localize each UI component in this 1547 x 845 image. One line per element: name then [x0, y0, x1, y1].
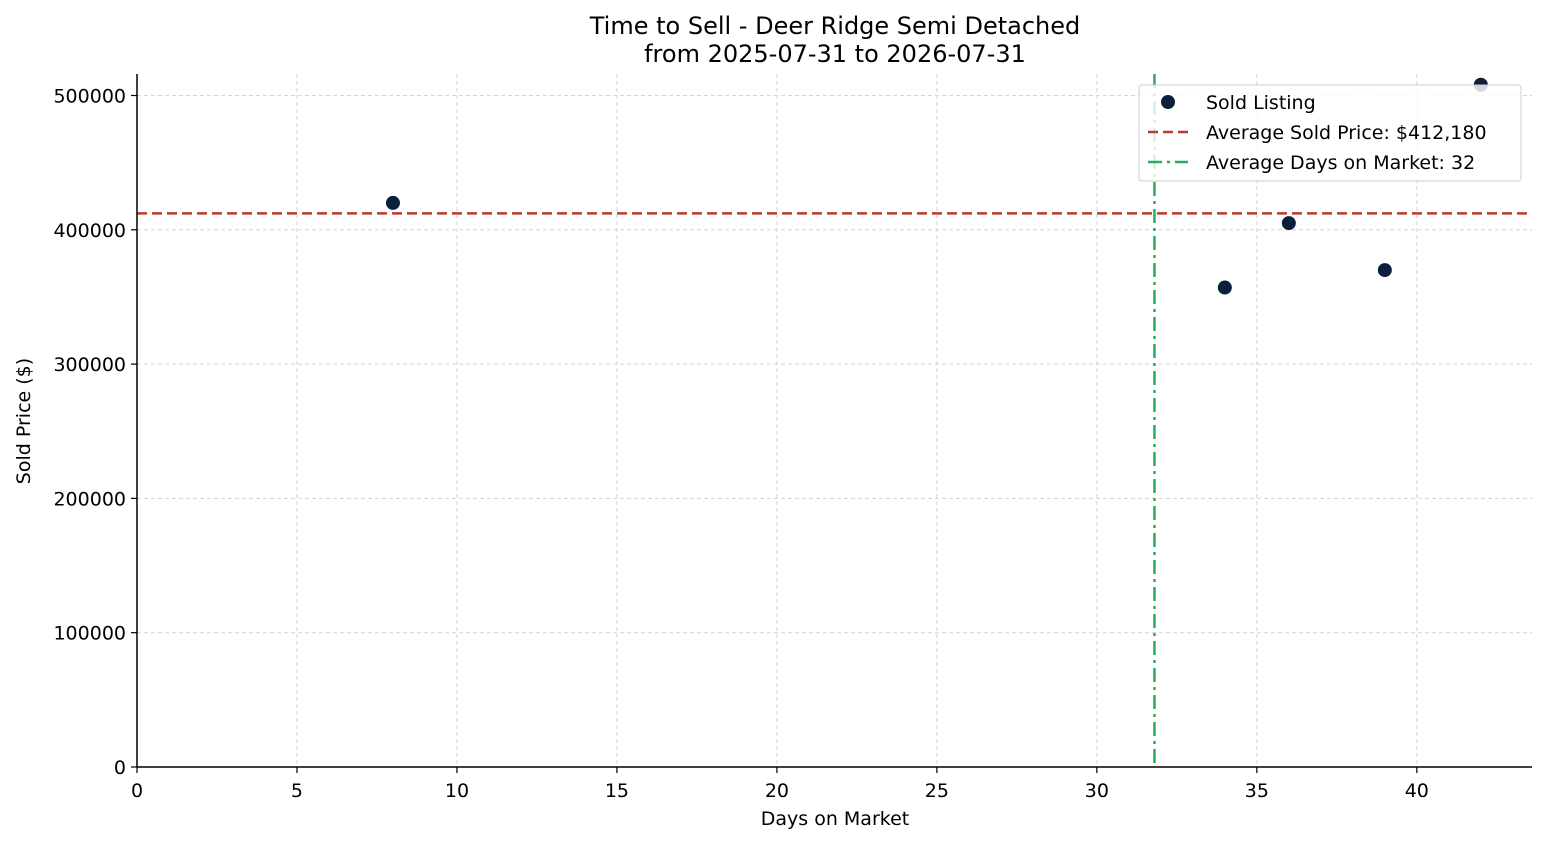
y-tick-label: 400000 — [53, 220, 126, 242]
axes — [136, 74, 1532, 768]
legend-marker-sold-listing — [1161, 95, 1175, 109]
data-point — [1377, 263, 1392, 278]
chart-title: Time to Sell - Deer Ridge Semi Detached — [589, 12, 1081, 40]
x-tick-label: 5 — [291, 780, 303, 802]
y-tick-label: 300000 — [53, 354, 126, 376]
data-point — [1217, 280, 1232, 295]
ticks: 0 5 10 15 20 25 30 35 40 0 100000 200000 300000 40000… — [53, 85, 1428, 802]
x-tick-label: 30 — [1085, 780, 1109, 802]
y-axis-label: Sold Price ($) — [13, 358, 35, 484]
x-tick-label: 20 — [765, 780, 789, 802]
x-tick-label: 35 — [1245, 780, 1269, 802]
legend-box — [1138, 84, 1522, 182]
legend-label: Sold Listing — [1206, 92, 1316, 114]
x-tick-label: 10 — [445, 780, 469, 802]
legend-label: Average Days on Market: 32 — [1206, 152, 1475, 174]
chart-subtitle: from 2025-07-31 to 2026-07-31 — [644, 40, 1026, 68]
data-point — [1281, 216, 1296, 231]
legend: Sold Listing Average Sold Price: $412,180… — [1138, 84, 1522, 182]
x-tick-label: 25 — [925, 780, 949, 802]
data-point — [385, 195, 400, 210]
y-tick-label: 100000 — [53, 623, 126, 645]
y-tick-label: 0 — [114, 757, 126, 779]
x-tick-label: 0 — [131, 780, 143, 802]
y-tick-label: 500000 — [53, 85, 126, 107]
legend-label: Average Sold Price: $412,180 — [1206, 122, 1487, 144]
x-tick-label: 15 — [605, 780, 629, 802]
reference-lines — [137, 74, 1532, 767]
y-tick-label: 200000 — [53, 488, 126, 510]
x-tick-label: 40 — [1405, 780, 1429, 802]
x-axis-label: Days on Market — [761, 808, 909, 830]
